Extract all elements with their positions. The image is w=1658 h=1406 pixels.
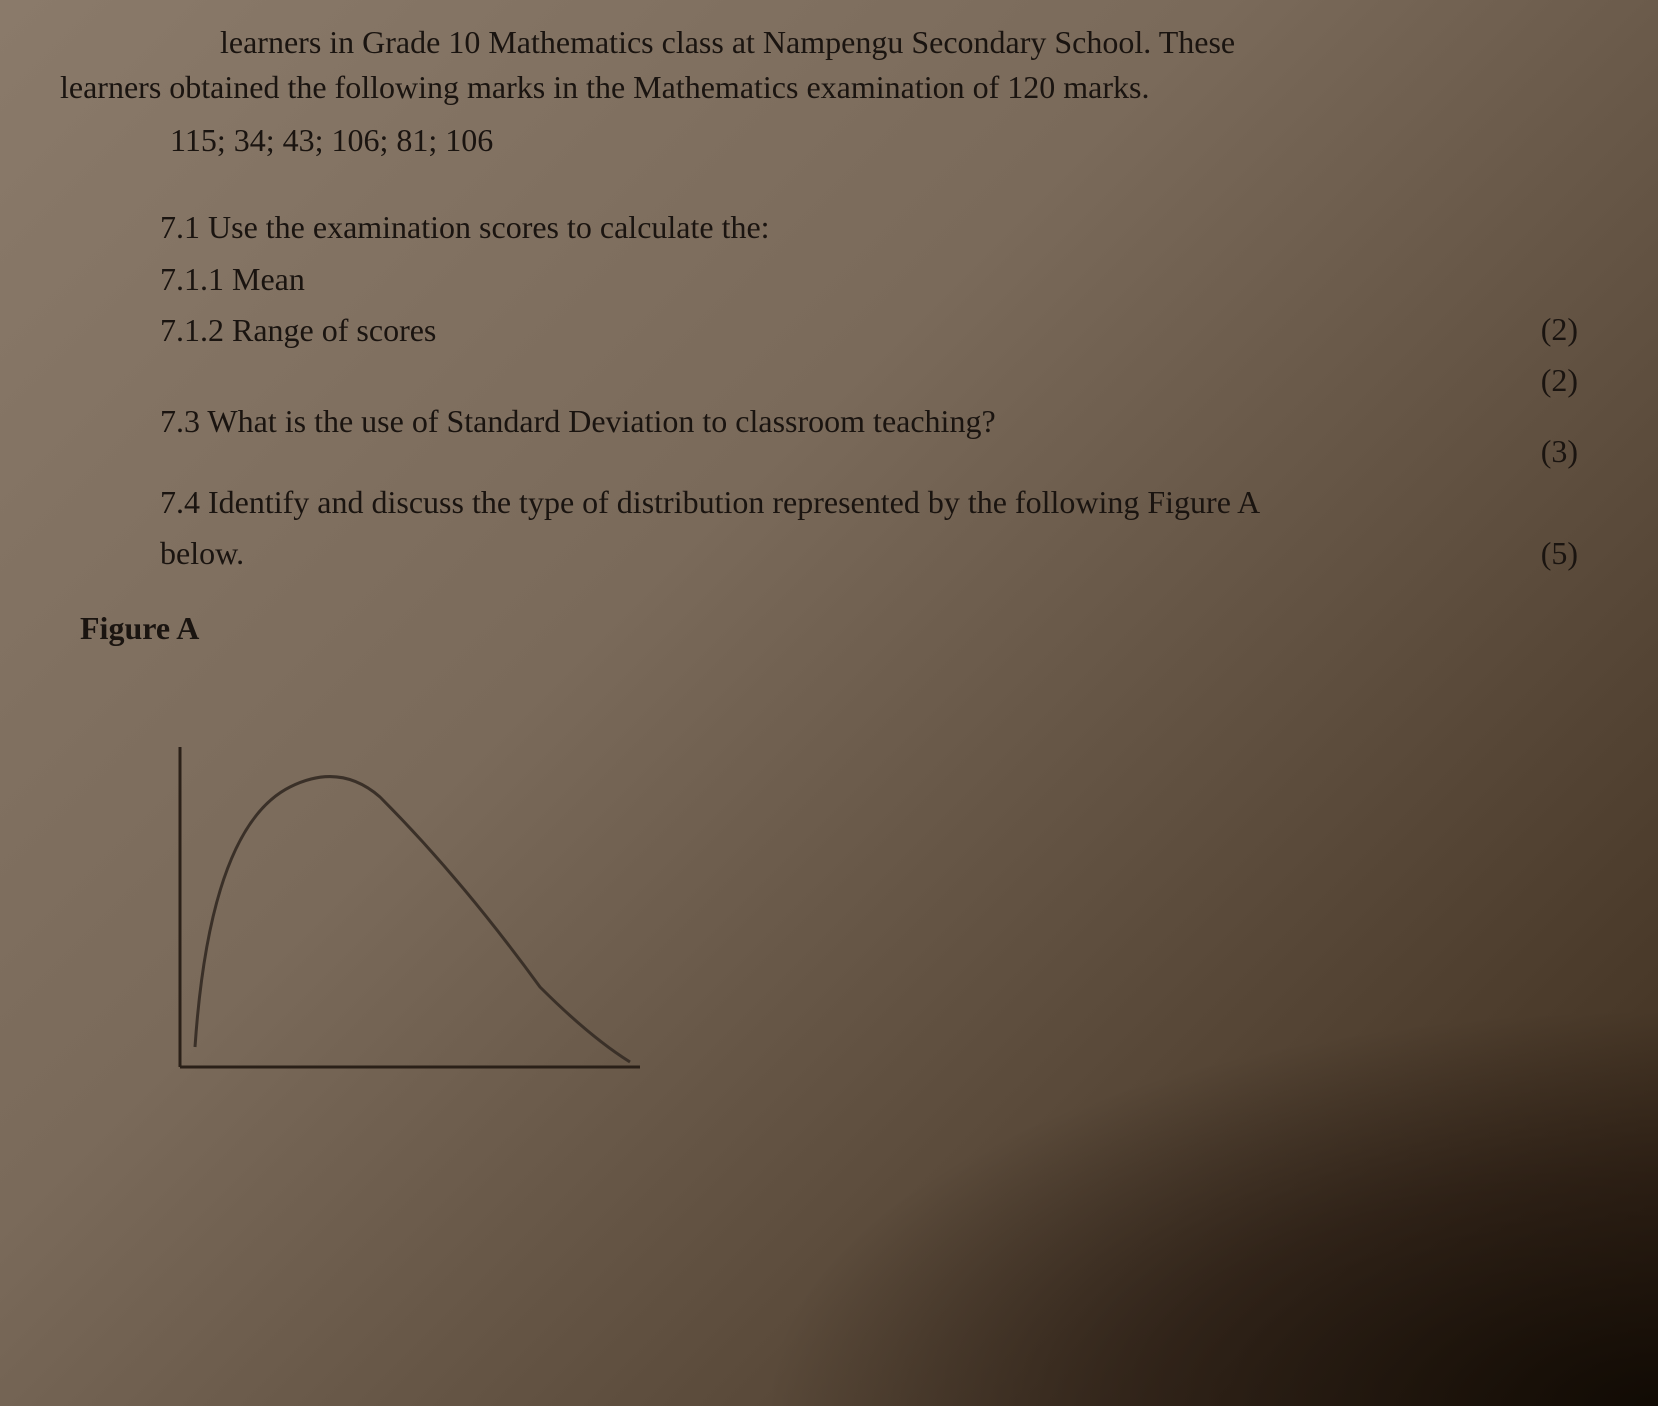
question-7-4-row2: below. (5): [160, 528, 1598, 579]
question-7-1-1: 7.1.1 Mean: [160, 254, 1518, 305]
marks-7-3: (3): [1518, 426, 1598, 477]
question-7-1: 7.1 Use the examination scores to calcul…: [160, 202, 1598, 253]
marks-7-4: (5): [1518, 528, 1598, 579]
question-7-1-1-row: 7.1.1 Mean (2): [160, 254, 1598, 305]
marks-7-1-1: (2): [1518, 304, 1598, 355]
intro-line-2: learners obtained the following marks in…: [60, 65, 1598, 110]
distribution-curve-svg: [140, 727, 660, 1087]
question-7-3: 7.3 What is the use of Standard Deviatio…: [160, 396, 1518, 447]
marks-7-1-2: (2): [1518, 355, 1598, 406]
question-block: 7.1 Use the examination scores to calcul…: [160, 202, 1598, 579]
data-values: 115; 34; 43; 106; 81; 106: [170, 118, 1598, 163]
document-content: learners in Grade 10 Mathematics class a…: [60, 20, 1598, 1092]
skewed-curve: [195, 776, 630, 1061]
question-7-4-line1: 7.4 Identify and discuss the type of dis…: [160, 477, 1598, 528]
figure-a-container: [140, 727, 1598, 1092]
question-7-1-2-row: 7.1.2 Range of scores (2): [160, 305, 1598, 356]
question-7-4-block: 7.4 Identify and discuss the type of dis…: [160, 477, 1598, 579]
question-7-1-2: 7.1.2 Range of scores: [160, 305, 1518, 356]
figure-a-label: Figure A: [80, 610, 1598, 647]
question-7-3-row: 7.3 What is the use of Standard Deviatio…: [160, 396, 1598, 447]
question-7-4-line2: below.: [160, 528, 1518, 579]
intro-line-1: learners in Grade 10 Mathematics class a…: [220, 20, 1598, 65]
